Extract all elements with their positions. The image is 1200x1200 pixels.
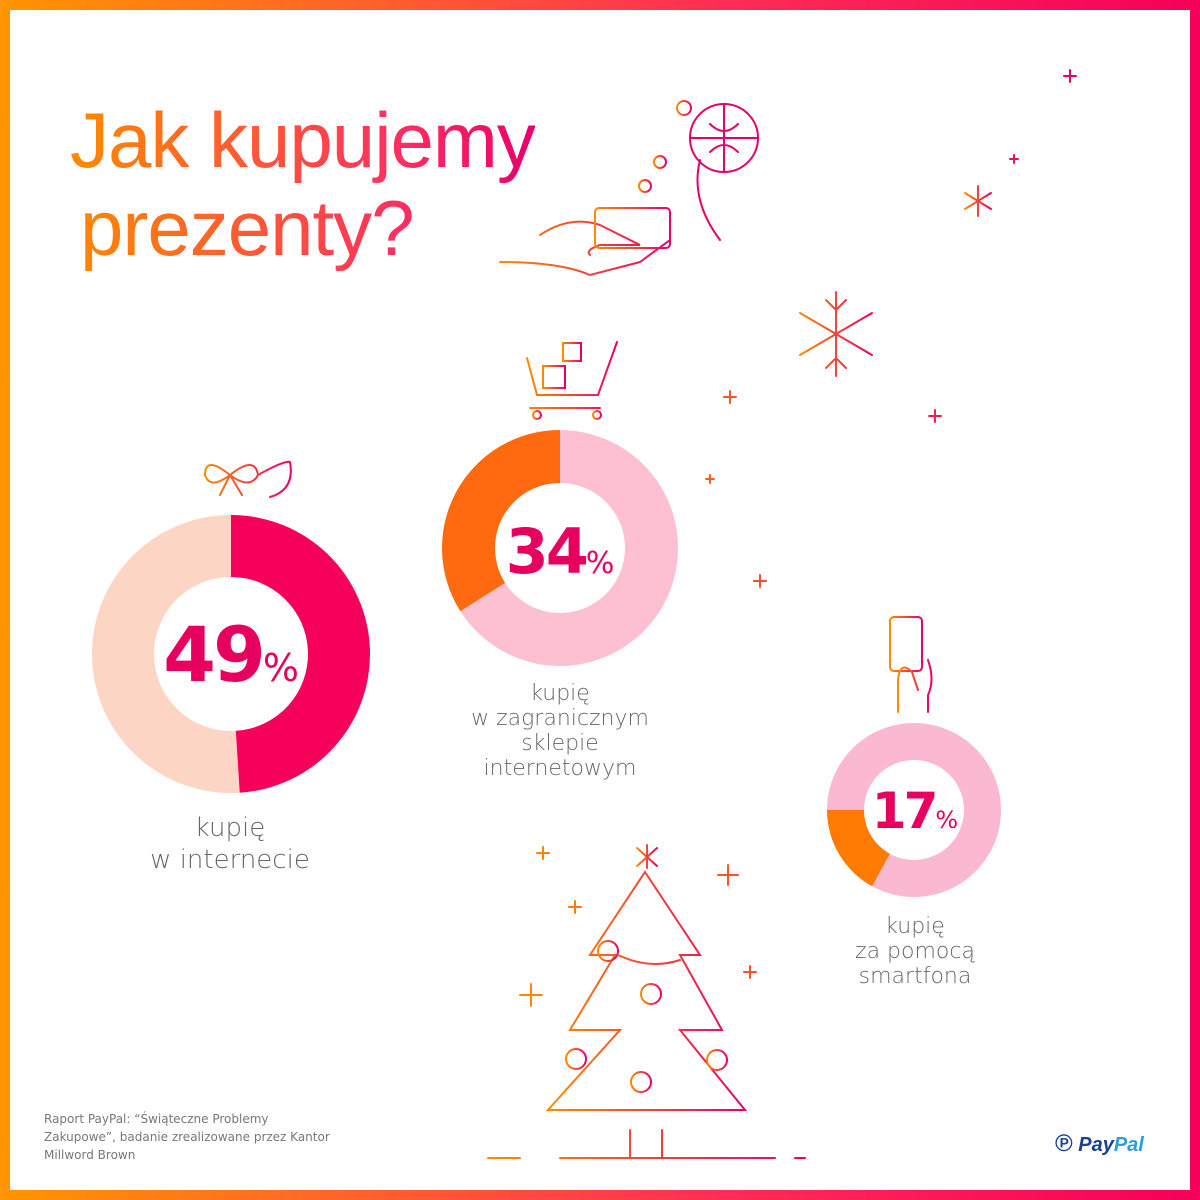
- label-line: internetowym: [483, 756, 637, 781]
- donut-remainder-2: [827, 723, 1001, 898]
- gift-ornament-icon: [689, 103, 759, 241]
- hand-card-icon: [499, 100, 692, 277]
- label-line: kupię: [530, 681, 590, 706]
- pct-online: 49%: [163, 610, 299, 699]
- label-line: kupię: [194, 813, 266, 843]
- donut-value-2: [827, 810, 890, 887]
- pct-foreign: 34%: [505, 515, 615, 588]
- christmas-tree-icon: [487, 844, 806, 1159]
- paypal-logo: ℗ PayPal: [1055, 1130, 1144, 1157]
- pct-smartphone: 17%: [871, 782, 959, 840]
- smartphone-hand-icon: [889, 616, 933, 713]
- donut-value-0: [231, 515, 371, 793]
- label-line: smartfona: [858, 964, 972, 989]
- label-line: w zagranicznym: [471, 706, 649, 731]
- source-note: Raport PayPal: “Świąteczne Problemy Zaku…: [44, 1112, 330, 1162]
- label-line: kupię: [885, 914, 945, 939]
- shopping-cart-icon: [526, 341, 618, 420]
- label-line: w internecie: [150, 845, 310, 875]
- donut-remainder-0: [92, 515, 240, 793]
- donut-remainder-1: [460, 430, 678, 667]
- label-line: sklepie: [521, 731, 599, 756]
- label-foreign: kupię w zagranicznym sklepie internetowy…: [440, 681, 680, 781]
- snowflake-icon: [799, 185, 992, 377]
- sparkle-icon: [519, 69, 1077, 1007]
- label-smartphone: kupię za pomocą smartfona: [800, 914, 1030, 989]
- donut-value-1: [442, 430, 560, 612]
- label-line: za pomocą: [855, 939, 975, 964]
- label-online: kupię w internecie: [110, 812, 350, 876]
- bow-icon: [203, 460, 292, 498]
